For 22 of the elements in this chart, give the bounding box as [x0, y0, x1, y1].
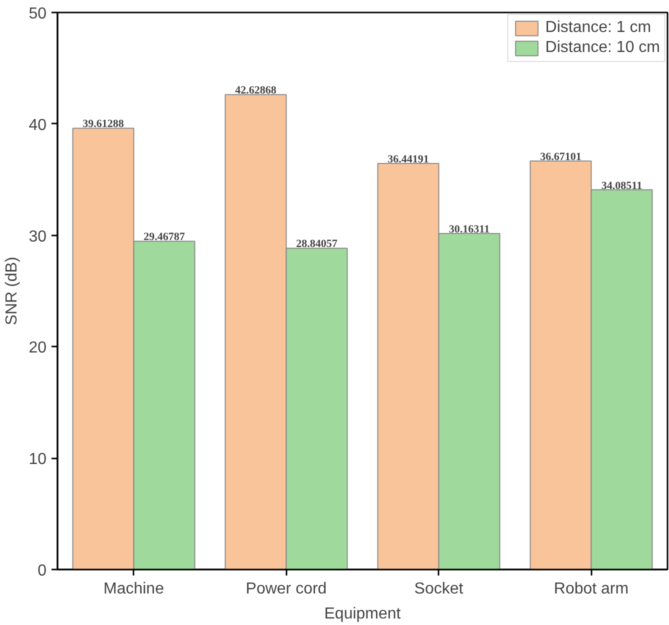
data-label: 36.67101	[540, 150, 582, 163]
data-label: 30.16311	[448, 223, 490, 236]
x-tick-label: Machine	[104, 580, 164, 598]
data-label: 34.08511	[601, 180, 642, 192]
x-tick-label: Robot arm	[554, 580, 629, 598]
y-tick-label: 10	[28, 451, 47, 468]
y-tick-label: 50	[28, 6, 47, 22]
legend-label: Distance: 10 cm	[545, 39, 660, 57]
data-label: 29.46787	[144, 231, 186, 244]
y-tick-label: 0	[38, 562, 47, 580]
data-label: 36.44191	[388, 154, 429, 166]
y-tick-label: 40	[28, 116, 47, 134]
legend-label: Distance: 1 cm	[545, 19, 652, 37]
x-tick-label: Power cord	[246, 580, 327, 598]
data-label: 28.84057	[296, 238, 338, 250]
y-tick-label: 30	[28, 228, 47, 246]
y-axis-title: SNR (dB)	[4, 256, 21, 326]
data-label: 42.62868	[235, 84, 277, 97]
x-tick-label: Socket	[414, 580, 464, 598]
x-axis-title: Equipment	[324, 606, 402, 622]
data-label: 39.61288	[82, 118, 124, 130]
y-tick-label: 20	[28, 340, 47, 357]
